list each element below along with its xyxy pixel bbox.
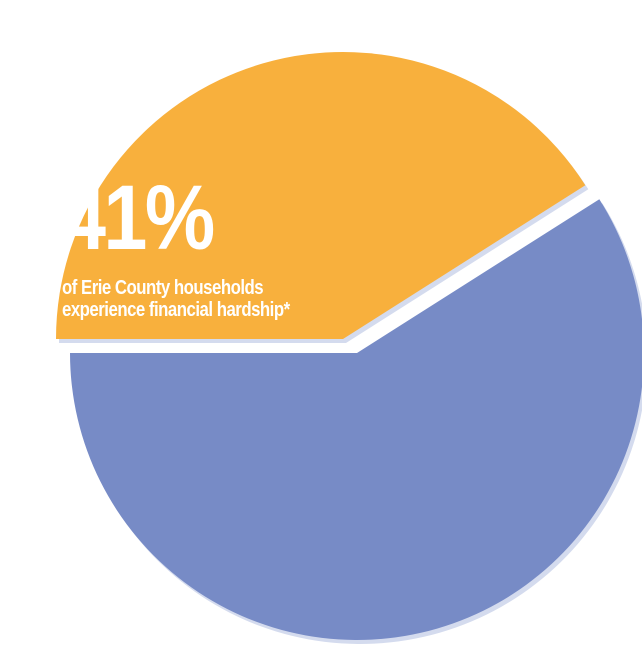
pie-slice-highlight [56,52,586,339]
percent-label: 41% [62,167,215,269]
highlight-callout: 41% of Erie County households experience… [62,167,333,321]
pie-slice-remainder [70,199,642,640]
callout-description: of Erie County households experience fin… [62,277,290,321]
callout-line-2: experience financial hardship* [62,299,290,321]
callout-line-1: of Erie County households [62,277,264,299]
